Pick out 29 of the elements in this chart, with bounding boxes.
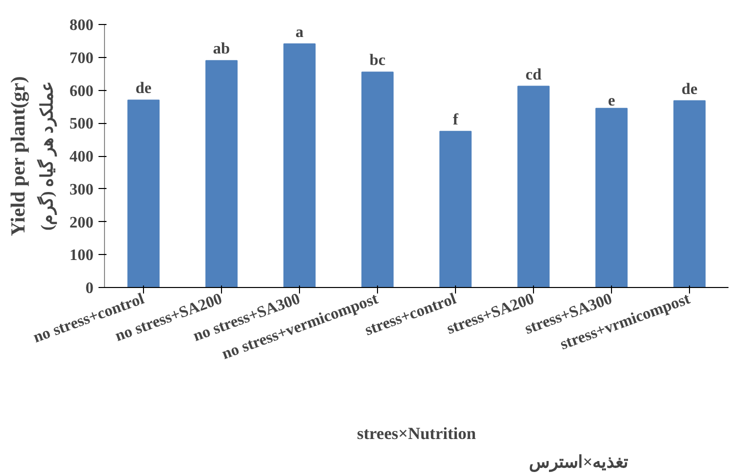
y-axis-title: Yield per plant(gr): [8, 76, 30, 236]
y-tick-label: 400: [70, 148, 94, 166]
text: عملکرد هر گیاه (گرم): [36, 81, 58, 231]
data-label: f: [452, 111, 459, 128]
y-tick-label: 300: [70, 181, 94, 198]
y-tick-label: 500: [70, 116, 94, 133]
bar: [595, 108, 628, 288]
y-tick-label: 600: [70, 82, 94, 100]
data-label: a: [296, 24, 304, 41]
data-label: ab: [213, 40, 230, 58]
y-tick-label: 0: [86, 280, 94, 297]
y-tick-label: 700: [70, 50, 94, 67]
bar: [673, 100, 706, 288]
bar: [283, 43, 316, 288]
bar: [205, 60, 238, 288]
bar: [517, 86, 550, 288]
y-tick-label: 100: [70, 247, 94, 264]
data-label: de: [682, 80, 698, 98]
bar: [439, 130, 472, 288]
data-label: e: [608, 92, 616, 110]
x-axis-title: strees×Nutrition: [357, 424, 476, 443]
data-label: de: [136, 80, 152, 98]
text: تغذیه×استرس: [528, 452, 628, 472]
data-label: bc: [370, 52, 386, 70]
y-tick-label: 800: [70, 17, 94, 34]
data-label: cd: [526, 66, 542, 84]
bar: [361, 72, 394, 288]
y-tick-label: 200: [70, 214, 94, 232]
bar: [127, 100, 160, 288]
